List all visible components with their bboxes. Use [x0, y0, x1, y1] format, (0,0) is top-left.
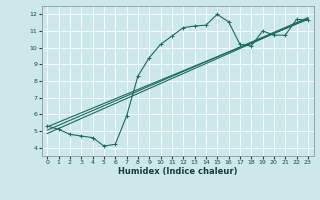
X-axis label: Humidex (Indice chaleur): Humidex (Indice chaleur): [118, 167, 237, 176]
